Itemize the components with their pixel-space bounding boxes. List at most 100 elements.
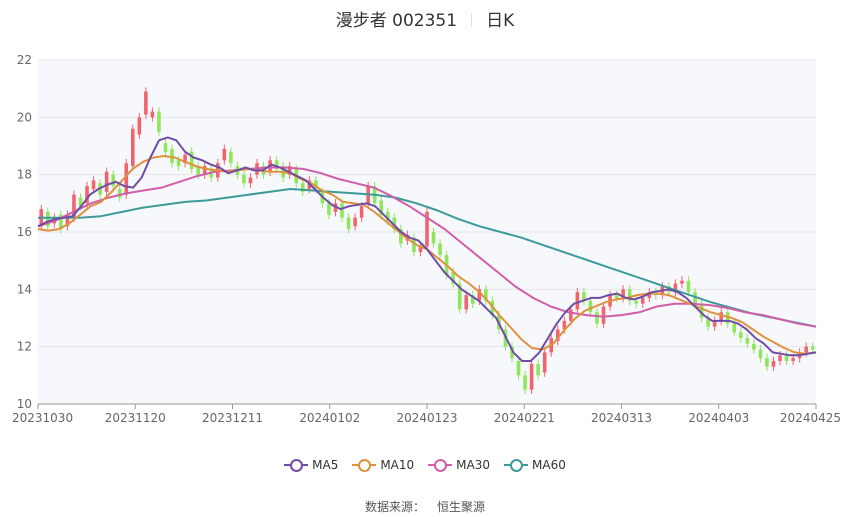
candle-body xyxy=(300,183,305,192)
legend-label-ma5: MA5 xyxy=(312,458,339,472)
candle-body xyxy=(745,338,750,344)
candle-body xyxy=(131,128,135,167)
legend-swatch-ma60 xyxy=(504,458,529,472)
legend-label-ma30: MA30 xyxy=(456,458,491,472)
candle-body xyxy=(575,292,580,310)
candle-body xyxy=(392,217,397,230)
data-source: 数据来源： 恒生聚源 xyxy=(0,498,850,515)
candle-body xyxy=(418,246,423,253)
chart-title: 漫步者 002351 日K xyxy=(0,6,850,31)
legend-item-ma60[interactable]: MA60 xyxy=(504,458,566,472)
candle-body xyxy=(693,292,697,304)
candle-body xyxy=(104,171,109,192)
ma30-line xyxy=(37,166,817,328)
candle-body xyxy=(425,211,429,247)
candle-body xyxy=(529,363,534,390)
candle-body xyxy=(810,346,815,350)
candle-body xyxy=(523,375,527,390)
candle-body xyxy=(170,148,174,164)
candle-body xyxy=(412,237,416,253)
candle-body xyxy=(314,180,318,189)
candle-body xyxy=(65,214,70,227)
x-tick-label: 20231030 xyxy=(12,411,73,425)
candle-body xyxy=(242,174,246,184)
candle-body xyxy=(739,332,743,339)
legend-item-ma10[interactable]: MA10 xyxy=(352,458,414,472)
candle-body xyxy=(438,243,442,255)
candle-body xyxy=(621,289,625,298)
candle-body xyxy=(640,297,645,304)
candle-body xyxy=(712,320,717,327)
period-label[interactable]: 日K xyxy=(486,11,515,31)
legend-swatch-ma10 xyxy=(352,458,377,472)
stock-name: 漫步者 002351 xyxy=(335,11,458,31)
candle-body xyxy=(516,361,521,376)
title-separator xyxy=(471,13,473,27)
x-tick-label: 20240425 xyxy=(780,411,841,425)
candle-body xyxy=(647,292,652,298)
candle-body xyxy=(222,148,227,161)
legend-swatch-ma30 xyxy=(428,458,453,472)
candle-body xyxy=(163,143,168,152)
candle-body xyxy=(287,166,292,175)
candle-body xyxy=(752,343,756,350)
candle-body xyxy=(582,292,586,301)
candle-body xyxy=(327,203,331,215)
candle-body xyxy=(457,283,462,310)
candle-body xyxy=(85,186,89,204)
candle-body xyxy=(758,349,763,359)
candle-body xyxy=(91,180,96,189)
candle-body xyxy=(150,111,155,118)
candle-body xyxy=(196,166,200,175)
legend: MA5 MA10 MA30 MA60 xyxy=(0,458,850,472)
candle-body xyxy=(144,91,148,115)
candle-body xyxy=(778,355,782,361)
candle-body xyxy=(791,358,795,361)
candle-body xyxy=(484,289,488,301)
candle-body xyxy=(46,211,50,227)
candle-body xyxy=(627,289,632,301)
x-tick-label: 20240221 xyxy=(494,411,555,425)
legend-circle-ma60 xyxy=(510,459,524,472)
candle-body xyxy=(229,151,233,164)
legend-label-ma60: MA60 xyxy=(532,458,566,472)
candle-body xyxy=(451,272,455,284)
x-axis: 20231030 20231120 20231211 20240102 20240123… xyxy=(12,403,841,425)
x-tick-label: 20231120 xyxy=(105,411,166,425)
y-tick-label: 20 xyxy=(17,110,32,124)
candle-body xyxy=(719,312,723,321)
legend-circle-ma30 xyxy=(434,459,448,472)
candle-body xyxy=(470,295,475,304)
candle-body xyxy=(359,206,364,218)
candle-body xyxy=(595,312,599,324)
candle-body xyxy=(771,361,776,367)
candle-body xyxy=(680,280,684,284)
candle-body xyxy=(732,323,737,333)
candle-body xyxy=(78,197,83,207)
candle-body xyxy=(634,300,639,304)
candle-body xyxy=(706,318,710,327)
candle-body xyxy=(111,174,115,187)
candle-body xyxy=(765,358,769,367)
candle-body xyxy=(464,295,469,310)
legend-item-ma5[interactable]: MA5 xyxy=(284,458,338,472)
candle-body xyxy=(569,309,573,321)
x-tick-label: 20240123 xyxy=(396,411,457,425)
candle-body xyxy=(399,229,403,244)
candle-body xyxy=(542,352,547,373)
candle-body xyxy=(72,194,76,218)
y-tick-label: 12 xyxy=(17,340,32,354)
candle-body xyxy=(353,217,357,227)
y-axis: 10 12 14 16 18 20 22 xyxy=(17,53,32,411)
candle-body xyxy=(601,306,606,324)
candle-body xyxy=(614,295,619,298)
legend-circle-ma10 xyxy=(358,459,372,472)
candle-body xyxy=(385,211,390,221)
candle-body xyxy=(555,329,560,341)
candle-body xyxy=(248,177,253,184)
legend-item-ma30[interactable]: MA30 xyxy=(428,458,490,472)
candle-body xyxy=(117,189,122,198)
candle-body xyxy=(202,166,207,175)
